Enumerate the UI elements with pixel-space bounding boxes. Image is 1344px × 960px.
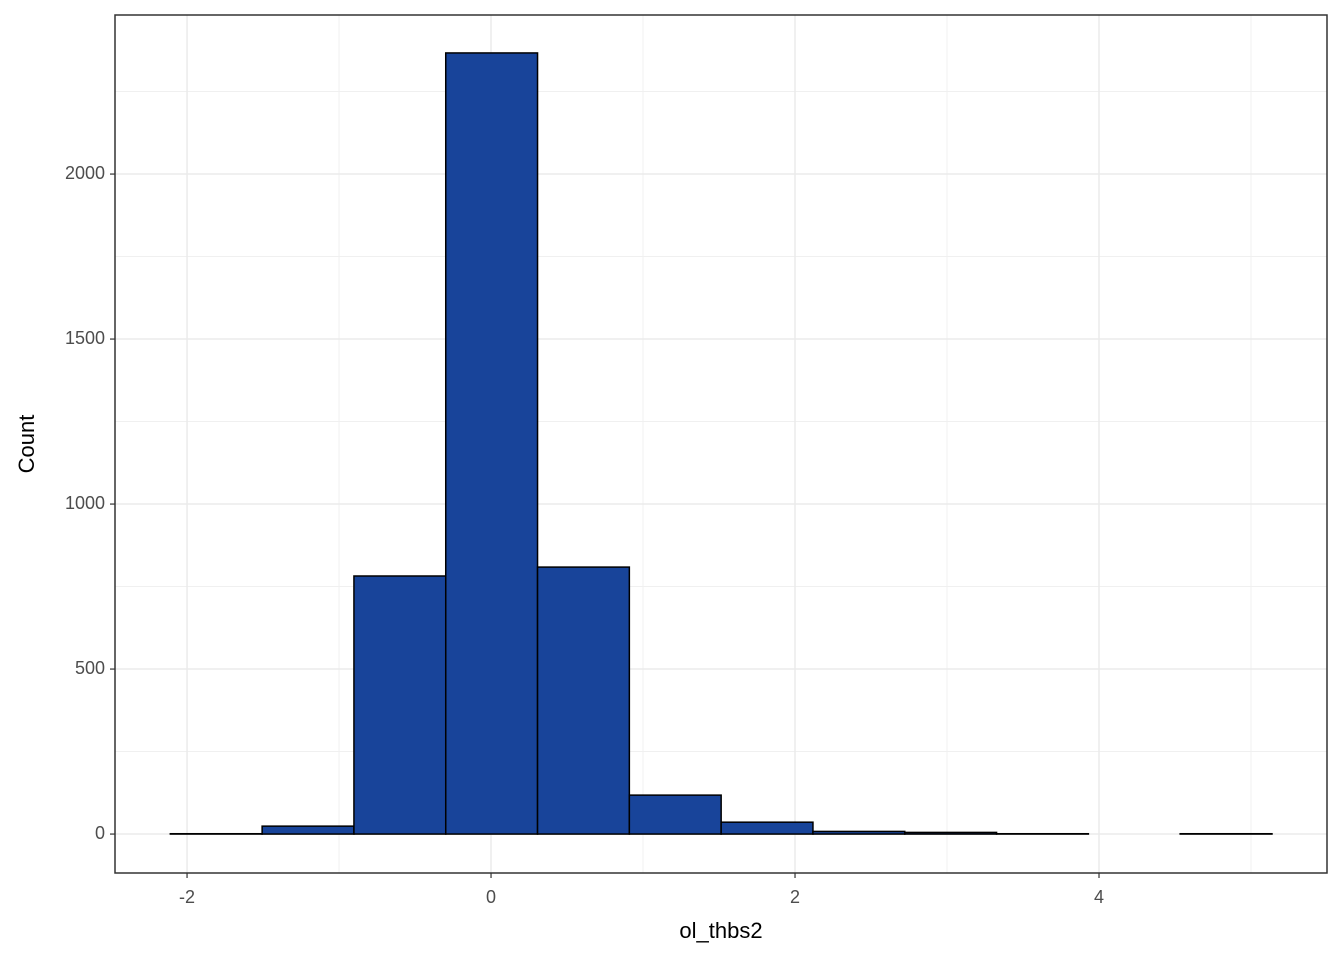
y-tick-label: 1500 [65, 328, 105, 348]
y-tick-label: 500 [75, 658, 105, 678]
bar [812, 830, 906, 835]
x-tick-label: -2 [179, 887, 195, 907]
panel-border [114, 14, 1328, 874]
bar [444, 52, 539, 835]
y-tick-label: 1000 [65, 493, 105, 513]
y-tick-label: 2000 [65, 163, 105, 183]
y-axis-title: Count [14, 415, 39, 474]
plot-background [115, 15, 1327, 873]
x-tick-label: 0 [486, 887, 496, 907]
bar [261, 825, 355, 835]
bar [720, 821, 814, 835]
y-tick-label: 0 [95, 823, 105, 843]
x-axis-title: ol_thbs2 [679, 918, 762, 943]
x-tick-label: 2 [790, 887, 800, 907]
bar [536, 566, 631, 835]
bar [628, 794, 722, 835]
bar [353, 575, 447, 835]
bar [904, 831, 998, 835]
x-tick-label: 4 [1094, 887, 1104, 907]
